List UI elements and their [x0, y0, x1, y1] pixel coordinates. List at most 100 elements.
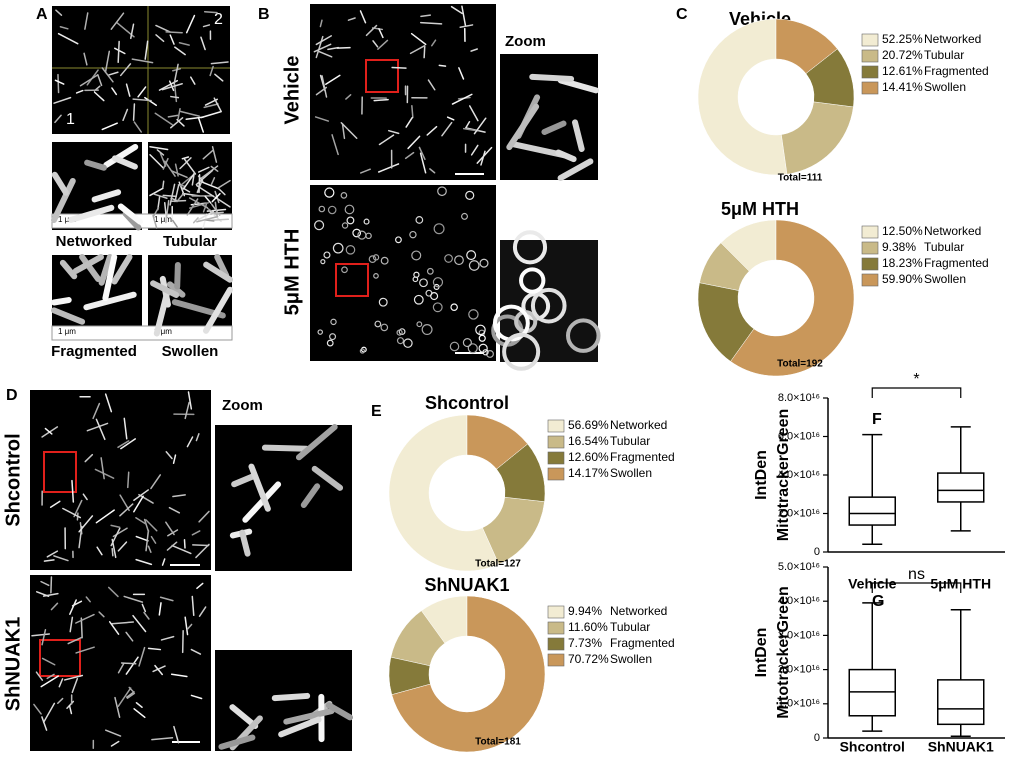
texture	[368, 255, 377, 264]
texture	[396, 329, 403, 336]
texture	[46, 550, 59, 558]
total-note: Total=192	[777, 359, 823, 370]
texture	[190, 694, 203, 700]
texture	[179, 175, 193, 187]
y-tick-label: 3.0×10¹⁶	[778, 629, 820, 641]
legend-label: Tubular	[610, 434, 650, 448]
texture	[114, 47, 126, 55]
legend-swatch	[547, 621, 565, 635]
texture	[79, 254, 102, 283]
texture	[201, 181, 220, 190]
texture	[75, 89, 84, 94]
texture	[84, 453, 94, 463]
total-note: Total=127	[475, 559, 521, 570]
texture	[420, 14, 432, 18]
texture	[426, 125, 438, 136]
texture	[377, 163, 400, 173]
texture	[315, 35, 332, 46]
texture	[404, 151, 415, 160]
texture	[336, 46, 351, 49]
texture	[295, 424, 338, 461]
y-label: MitotrackerGreen	[775, 409, 792, 542]
texture	[413, 294, 424, 305]
y-label: IntDen	[753, 450, 770, 500]
texture	[111, 538, 117, 559]
texture	[409, 45, 426, 55]
texture	[420, 21, 443, 25]
x-tick-label: ShNUAK1	[928, 739, 994, 755]
significance-label: *	[913, 371, 919, 388]
texture	[41, 629, 47, 646]
shape-label: Tubular	[163, 233, 217, 250]
texture	[144, 40, 149, 60]
texture	[69, 616, 74, 633]
texture	[196, 582, 204, 590]
texture	[202, 286, 233, 334]
texture	[197, 166, 210, 173]
texture	[62, 507, 82, 519]
texture	[418, 146, 426, 161]
texture	[114, 696, 121, 718]
texture	[341, 222, 349, 229]
texture	[465, 190, 475, 200]
legend-label: Swollen	[924, 80, 966, 94]
texture	[185, 14, 196, 34]
micrograph	[310, 185, 496, 361]
texture	[373, 98, 389, 102]
texture	[167, 114, 179, 118]
texture	[57, 32, 79, 45]
zoom-box	[365, 59, 399, 93]
texture	[557, 77, 599, 94]
texture	[529, 73, 575, 82]
texture	[214, 254, 230, 279]
total-note: Total=181	[475, 737, 521, 748]
texture	[42, 702, 56, 724]
texture	[359, 348, 366, 354]
texture	[340, 192, 348, 199]
texture	[160, 635, 175, 641]
texture	[352, 228, 362, 238]
legend-label: Swollen	[610, 466, 652, 480]
donut-segment	[775, 18, 838, 74]
zoom-box	[335, 263, 369, 297]
panel-b: Vehicle 5μM HTH Zoom	[281, 4, 598, 362]
texture	[470, 144, 479, 156]
texture	[557, 158, 594, 181]
texture	[412, 276, 419, 283]
texture	[444, 254, 453, 263]
texture	[107, 586, 119, 598]
legend-label: Tubular	[924, 48, 964, 62]
texture	[186, 436, 194, 448]
texture	[169, 183, 176, 206]
y-tick-label: 4.0×10¹⁶	[778, 595, 820, 607]
texture	[133, 708, 146, 719]
donut-segment	[730, 219, 855, 377]
texture	[126, 691, 135, 698]
texture	[127, 471, 130, 489]
texture	[419, 152, 427, 174]
legend-value: 20.72%	[882, 48, 923, 62]
legend-value: 9.38%	[882, 240, 916, 254]
texture	[132, 103, 136, 121]
texture	[347, 17, 356, 21]
texture	[101, 122, 118, 131]
texture	[171, 219, 178, 228]
legend-value: 70.72%	[568, 652, 609, 666]
texture	[467, 343, 478, 354]
texture	[430, 292, 439, 301]
texture	[164, 160, 176, 177]
texture	[123, 595, 144, 603]
texture	[123, 417, 128, 440]
donut-segment	[697, 18, 788, 176]
texture	[119, 503, 134, 517]
texture	[202, 203, 208, 213]
texture	[152, 214, 158, 229]
texture	[49, 500, 61, 508]
texture	[327, 205, 337, 215]
texture	[125, 656, 139, 675]
texture	[326, 339, 334, 347]
texture	[210, 165, 219, 172]
legend-value: 12.61%	[882, 64, 923, 78]
texture	[431, 39, 437, 47]
significance-bracket	[871, 582, 962, 593]
